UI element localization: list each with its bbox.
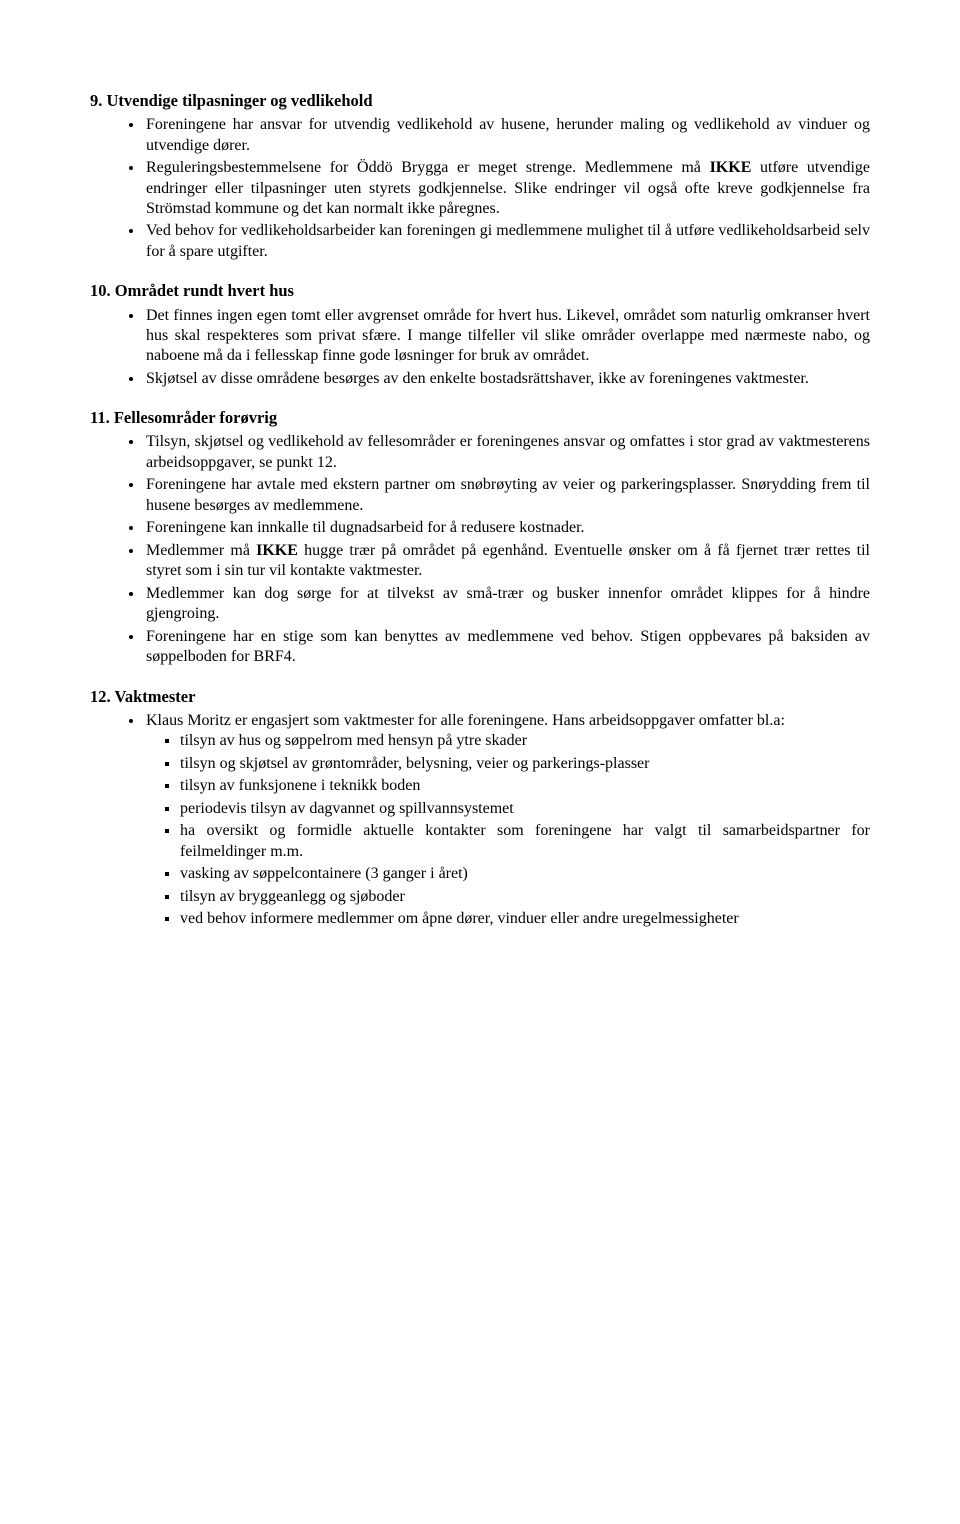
section-9-list: Foreningene har ansvar for utvendig vedl… (90, 115, 870, 262)
list-item: Foreningene kan innkalle til dugnadsarbe… (144, 518, 870, 538)
section-10-list: Det finnes ingen egen tomt eller avgrens… (90, 306, 870, 390)
list-item: Det finnes ingen egen tomt eller avgrens… (144, 306, 870, 367)
body-text: Foreningene kan innkalle til dugnadsarbe… (146, 519, 585, 536)
list-item: Klaus Moritz er engasjert som vaktmester… (144, 711, 870, 930)
section-9-heading: 9. Utvendige tilpasninger og vedlikehold (90, 90, 870, 111)
body-text: Medlemmer kan dog sørge for at tilvekst … (146, 585, 870, 622)
section-11-list: Tilsyn, skjøtsel og vedlikehold av felle… (90, 432, 870, 667)
body-text: Foreningene har avtale med ekstern partn… (146, 476, 870, 513)
list-item: Ved behov for vedlikeholdsarbeider kan f… (144, 221, 870, 262)
body-text: Det finnes ingen egen tomt eller avgrens… (146, 307, 870, 365)
body-text: periodevis tilsyn av dagvannet og spillv… (180, 800, 514, 817)
body-text: Tilsyn, skjøtsel og vedlikehold av felle… (146, 433, 870, 470)
list-item: Foreningene har avtale med ekstern partn… (144, 475, 870, 516)
bold-text: IKKE (256, 542, 298, 559)
section-10-heading: 10. Området rundt hvert hus (90, 280, 870, 301)
list-item: Foreningene har ansvar for utvendig vedl… (144, 115, 870, 156)
body-text: tilsyn av funksjonene i teknikk boden (180, 777, 420, 794)
body-text: Reguleringsbestemmelsene for Öddö Brygga… (146, 159, 710, 176)
body-text: Ved behov for vedlikeholdsarbeider kan f… (146, 222, 870, 259)
list-item: ved behov informere medlemmer om åpne dø… (180, 909, 870, 929)
list-item: Foreningene har en stige som kan benytte… (144, 627, 870, 668)
list-item: vasking av søppelcontainere (3 ganger i … (180, 864, 870, 884)
section-11-heading: 11. Fellesområder forøvrig (90, 407, 870, 428)
body-text: Skjøtsel av disse områdene besørges av d… (146, 370, 809, 387)
list-item: Reguleringsbestemmelsene for Öddö Brygga… (144, 158, 870, 219)
body-text: tilsyn og skjøtsel av grøntområder, bely… (180, 755, 649, 772)
body-text: ved behov informere medlemmer om åpne dø… (180, 910, 739, 927)
list-item: tilsyn av funksjonene i teknikk boden (180, 776, 870, 796)
section-12-list: Klaus Moritz er engasjert som vaktmester… (90, 711, 870, 930)
list-item: periodevis tilsyn av dagvannet og spillv… (180, 799, 870, 819)
list-item: Medlemmer må IKKE hugge trær på området … (144, 541, 870, 582)
list-item: Skjøtsel av disse områdene besørges av d… (144, 369, 870, 389)
bold-text: IKKE (710, 159, 752, 176)
body-text: Klaus Moritz er engasjert som vaktmester… (146, 712, 785, 729)
body-text: tilsyn av bryggeanlegg og sjøboder (180, 888, 405, 905)
list-item: Tilsyn, skjøtsel og vedlikehold av felle… (144, 432, 870, 473)
body-text: Foreningene har en stige som kan benytte… (146, 628, 870, 665)
list-item: ha oversikt og formidle aktuelle kontakt… (180, 821, 870, 862)
body-text: Medlemmer må (146, 542, 256, 559)
list-item: tilsyn av hus og søppelrom med hensyn på… (180, 731, 870, 751)
body-text: tilsyn av hus og søppelrom med hensyn på… (180, 732, 527, 749)
section-12-sublist: tilsyn av hus og søppelrom med hensyn på… (146, 731, 870, 929)
body-text: vasking av søppelcontainere (3 ganger i … (180, 865, 468, 882)
list-item: tilsyn av bryggeanlegg og sjøboder (180, 887, 870, 907)
list-item: tilsyn og skjøtsel av grøntområder, bely… (180, 754, 870, 774)
list-item: Medlemmer kan dog sørge for at tilvekst … (144, 584, 870, 625)
body-text: Foreningene har ansvar for utvendig vedl… (146, 116, 870, 153)
body-text: ha oversikt og formidle aktuelle kontakt… (180, 822, 870, 859)
section-12-heading: 12. Vaktmester (90, 686, 870, 707)
